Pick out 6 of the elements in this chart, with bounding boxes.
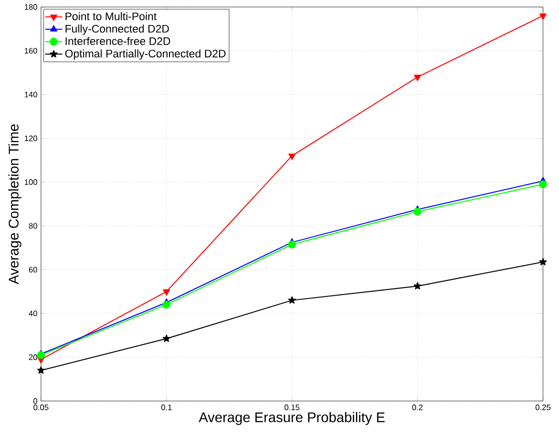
x-axis-title: Average Erasure Probability E	[198, 412, 385, 425]
legend-label: Fully-Connected D2D	[66, 24, 169, 35]
legend-label: Point to Multi-Point	[66, 12, 157, 20]
legend-label: Interference-free D2D	[66, 37, 170, 46]
y-axis-title: Average Completion Time	[8, 124, 22, 284]
legend-label: Optimal Partially-Connected D2D	[65, 49, 226, 60]
